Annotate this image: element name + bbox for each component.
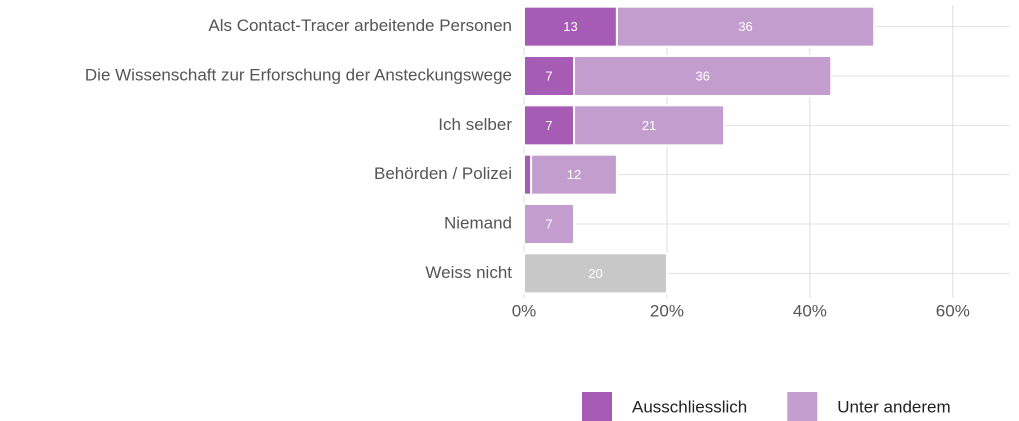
category-label: Behörden / Polizei — [374, 164, 512, 183]
data-label: 7 — [545, 216, 552, 231]
data-label: 12 — [567, 167, 581, 182]
category-label: Weiss nicht — [425, 263, 512, 282]
category-label: Die Wissenschaft zur Erforschung der Ans… — [85, 65, 512, 84]
bar-segment — [523, 203, 576, 245]
legend-swatch — [787, 392, 818, 421]
legend-label: Ausschliesslich — [632, 397, 747, 416]
bar-segment — [615, 5, 876, 48]
bar-segment — [573, 55, 833, 97]
bar-segment — [523, 55, 576, 97]
data-label: 7 — [545, 118, 552, 133]
data-label: 21 — [642, 118, 656, 133]
x-tick-label: 40% — [793, 301, 827, 320]
x-tick-label: 20% — [650, 301, 684, 320]
bar-segment — [573, 104, 726, 147]
x-tick-label: 60% — [936, 301, 970, 320]
category-label: Niemand — [444, 213, 512, 232]
data-label: 36 — [695, 68, 709, 83]
category-label: Als Contact-Tracer arbeitende Personen — [208, 16, 512, 35]
legend-label: Unter anderem — [837, 397, 950, 416]
bar-segment — [530, 153, 618, 196]
bar-segment — [523, 104, 576, 147]
data-label: 20 — [588, 266, 602, 281]
category-label: Ich selber — [438, 115, 512, 134]
data-label: 36 — [738, 19, 752, 34]
bar-segment — [523, 153, 533, 196]
data-label: 7 — [545, 68, 552, 83]
legend-swatch — [582, 392, 612, 421]
data-label: 13 — [563, 19, 577, 34]
x-tick-label: 0% — [512, 301, 537, 320]
bar-segment — [523, 252, 668, 295]
